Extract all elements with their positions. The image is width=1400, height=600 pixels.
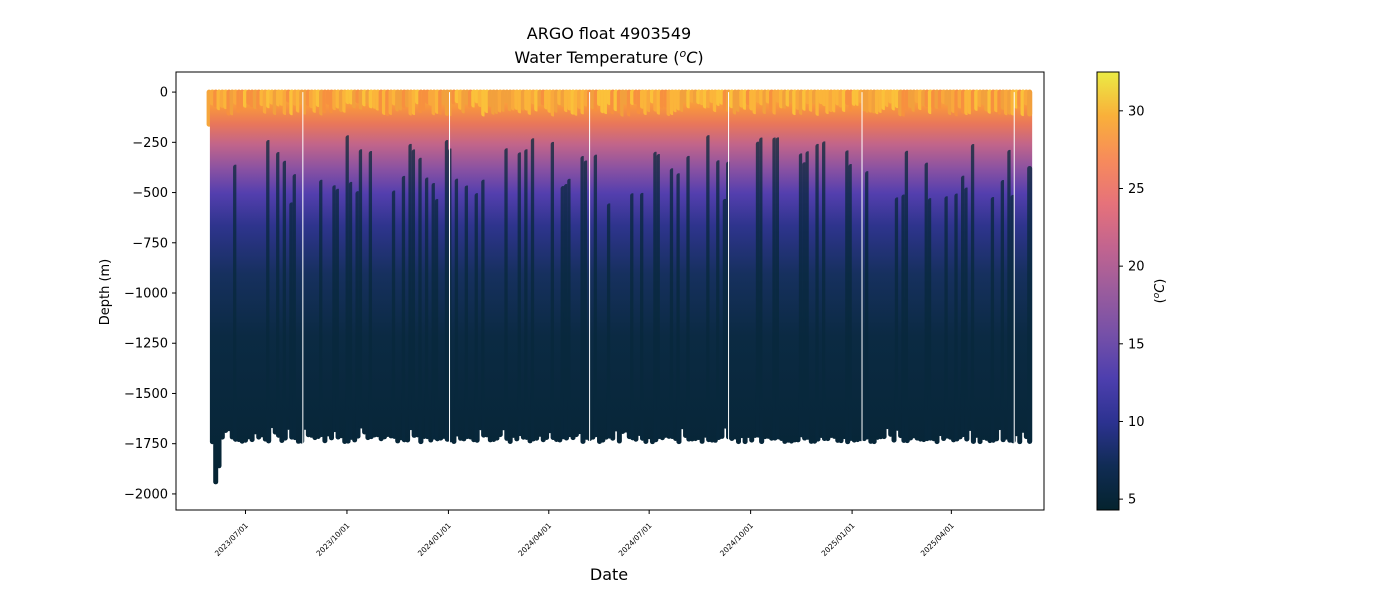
cbar-label-prefix: ( <box>1153 298 1168 303</box>
subtitle-suffix: ) <box>697 48 703 67</box>
colorbar <box>1096 71 1120 511</box>
cbar-label-sup: o <box>1152 292 1162 298</box>
y-tick-label: −1250 <box>124 337 168 352</box>
y-tick-label: −500 <box>132 186 168 201</box>
colorbar-title: (oC) <box>1152 279 1168 304</box>
subtitle-unit-sup: o <box>679 47 686 60</box>
cbar-label-suffix: ) <box>1153 279 1168 284</box>
subtitle-unit: C <box>686 48 698 67</box>
y-tick-label: −1750 <box>124 437 168 452</box>
y-tick-label: −250 <box>132 136 168 151</box>
colorbar-tick-label: 25 <box>1128 182 1145 197</box>
chart-subtitle: Water Temperature (oC) <box>514 47 703 67</box>
y-tick-label: −1000 <box>124 287 168 302</box>
y-tick-label: −1500 <box>124 387 168 402</box>
colorbar-ticks: 5 10 15 20 25 30 <box>1119 104 1145 508</box>
colorbar-tick-label: 15 <box>1128 337 1145 352</box>
plot-frame <box>175 71 1045 511</box>
y-axis: 0 −250 −500 −750 −1000 −1250 −1500 −1750 −2000 <box>124 86 176 502</box>
subtitle-prefix: Water Temperature ( <box>514 48 679 67</box>
colorbar-tick-label: 30 <box>1128 104 1145 119</box>
chart-title: ARGO float 4903549 <box>527 24 691 43</box>
y-tick-label: −2000 <box>124 487 168 502</box>
colorbar-tick-label: 10 <box>1128 415 1145 430</box>
y-axis-title: Depth (m) <box>98 259 113 326</box>
y-tick-label: −750 <box>132 236 168 251</box>
x-axis-title: Date <box>590 565 628 584</box>
cbar-label-unit: C <box>1153 283 1168 293</box>
gap-layer <box>302 92 1015 446</box>
colorbar-tick-label: 20 <box>1128 260 1145 275</box>
profile-layer <box>206 89 1033 485</box>
colorbar-tick-label: 5 <box>1128 493 1136 508</box>
y-tick-label: 0 <box>160 86 168 101</box>
